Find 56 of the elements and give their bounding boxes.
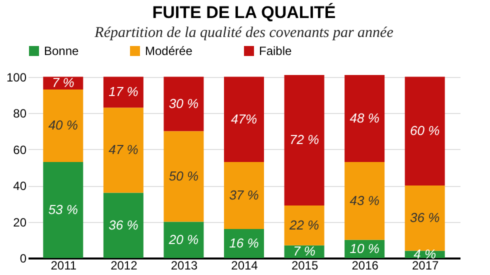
data-label: 47% (230, 111, 258, 126)
bar (164, 76, 204, 132)
x-tick-label: 2015 (291, 258, 318, 272)
data-label: 30 % (168, 96, 199, 111)
bar (43, 162, 84, 258)
data-label: 53 % (48, 202, 78, 217)
bar (404, 76, 445, 186)
x-tick-label: 2014 (231, 258, 258, 272)
data-label: 40 % (48, 118, 78, 133)
bar (103, 108, 144, 193)
data-label: 7 % (293, 244, 316, 259)
data-label: 43 % (350, 192, 380, 208)
data-label: 36 % (410, 210, 440, 226)
x-tick-label: 2017 (412, 258, 440, 272)
data-label: 36 % (108, 217, 138, 232)
chart-title: FUITE DE LA QUALITÉ (152, 2, 336, 22)
y-tick-label: 100 (6, 70, 27, 84)
data-label: 60 % (410, 123, 440, 138)
x-tick-label: 2011 (50, 258, 77, 272)
bar (224, 162, 264, 230)
y-tick-label: 80 (13, 106, 27, 121)
bar (344, 162, 385, 240)
bar (224, 76, 264, 162)
y-tick-label: 0 (20, 252, 27, 266)
data-label: 16 % (229, 236, 259, 251)
legend-label: Modérée (145, 44, 193, 58)
data-label: 4 % (414, 246, 436, 262)
legend-label: Faible (259, 44, 292, 58)
data-label: 72 % (289, 132, 320, 148)
y-tick-label: 60 (13, 142, 27, 157)
x-tick-label: 2012 (110, 258, 138, 272)
bar (103, 192, 144, 258)
data-label: 48 % (350, 110, 380, 126)
data-label: 20 % (168, 232, 199, 247)
data-label: 37 % (229, 187, 259, 202)
bar (344, 75, 385, 162)
data-label: 47 % (108, 142, 138, 158)
bar (284, 205, 324, 246)
data-label: 50 % (168, 168, 199, 184)
data-label: 7 % (52, 75, 74, 90)
bar (404, 186, 445, 251)
data-label: 10 % (350, 240, 380, 256)
chart-subtitle: Répartition de la qualité des covenants par année (94, 25, 394, 41)
legend-label: Bonne (44, 44, 80, 58)
y-tick-label: 20 (13, 215, 27, 230)
data-label: 17 % (108, 84, 138, 100)
bar (164, 131, 204, 222)
x-tick-label: 2013 (170, 258, 198, 272)
bar (43, 89, 84, 162)
data-label: 22 % (288, 217, 320, 232)
bar (164, 222, 204, 258)
bar (224, 229, 264, 258)
x-tick-label: 2016 (352, 258, 379, 272)
bar (103, 76, 144, 108)
bar (284, 75, 324, 206)
y-tick-label: 40 (13, 179, 27, 194)
